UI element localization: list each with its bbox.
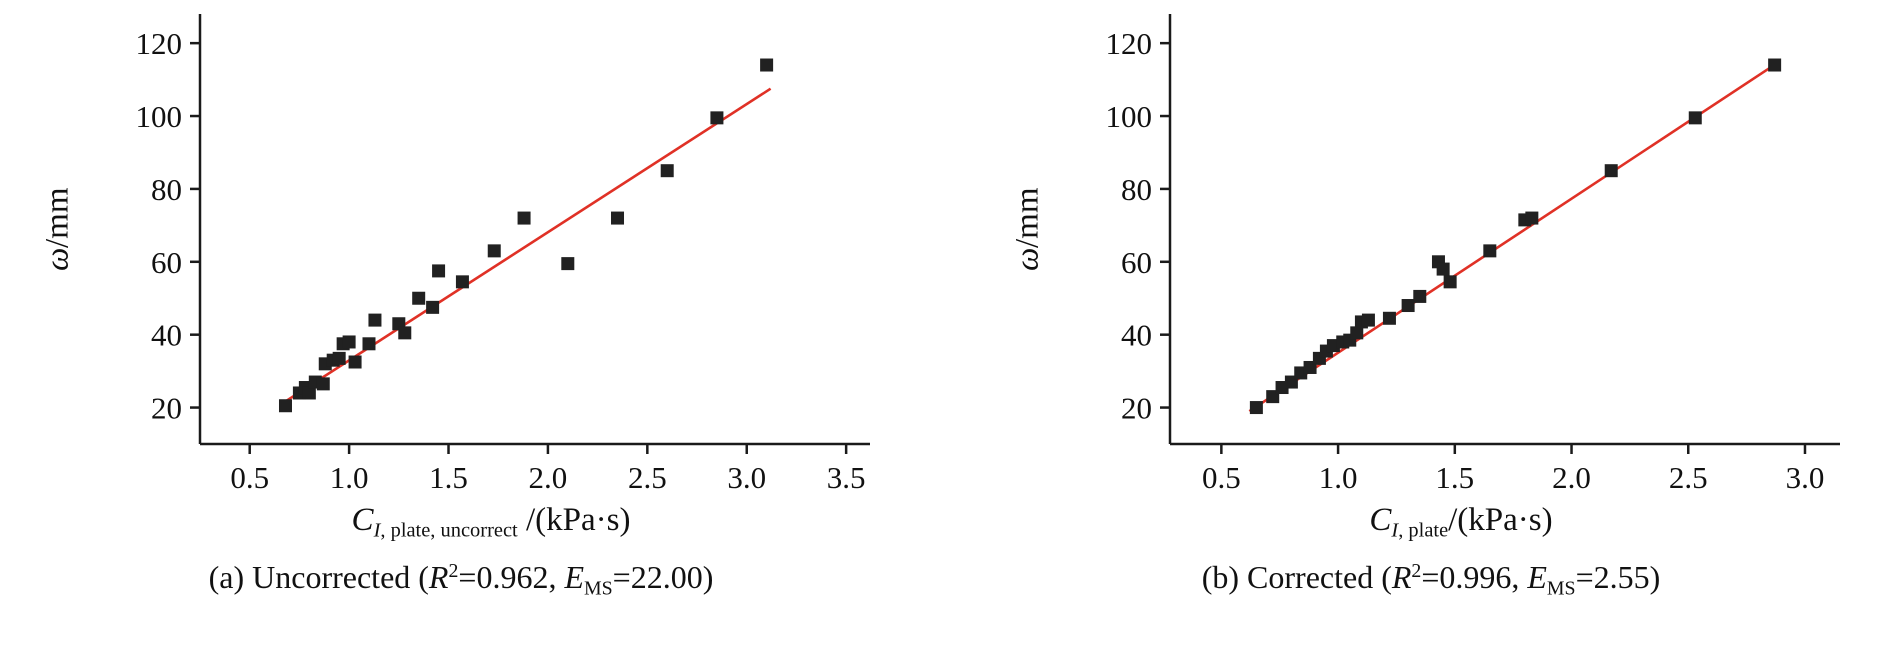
text-segment: /(kPa·s) (1448, 502, 1553, 538)
text-segment: C (351, 502, 374, 538)
text-segment: R (1391, 558, 1412, 595)
text-segment: C (1369, 502, 1392, 538)
data-point (302, 386, 316, 400)
chart-corrected: ω/mm 0.5 1.0 1.5 2.0 2.5 3.0 20 40 60 80 100 120 CI… (1006, 2, 1880, 600)
x-axis-label: CI, plate, uncorrect /(kPa·s) (156, 502, 826, 543)
y-tick-label: 20 (1121, 391, 1152, 426)
y-tick-label: 120 (1106, 26, 1153, 61)
data-point (362, 337, 376, 351)
data-point (278, 399, 292, 413)
data-point (760, 58, 774, 72)
data-point (398, 326, 412, 340)
data-point (1483, 244, 1497, 258)
subfigure-caption-b: (b) Corrected (R2=0.996, EMS=2.55) (1066, 559, 1796, 600)
text-segment: R (428, 558, 449, 595)
y-tick-label: 20 (151, 391, 182, 426)
text-segment: MS (1546, 576, 1576, 599)
x-tick-label: 1.5 (1435, 460, 1474, 495)
y-tick-label: 100 (1106, 99, 1153, 134)
plot-row-a: ω/mm 0.5 1.0 1.5 2.0 2.5 3.0 3.5 20 40 60 80 100 120 (36, 2, 910, 502)
x-tick-label: 1.0 (330, 460, 369, 495)
data-point (561, 257, 575, 271)
y-axis-label: ω/mm (1006, 14, 1050, 444)
y-axis-label: ω/mm (36, 14, 80, 444)
text-segment: (a) Uncorrected ( (208, 558, 429, 595)
data-point (348, 355, 362, 369)
data-point (1436, 262, 1450, 276)
x-tick-label: 2.0 (529, 460, 568, 495)
x-tick-label: 2.5 (1669, 460, 1708, 495)
chart-uncorrected: ω/mm 0.5 1.0 1.5 2.0 2.5 3.0 3.5 20 40 60 80 100 120… (36, 2, 910, 600)
text-segment: /(kPa·s) (517, 502, 631, 538)
data-point (1413, 289, 1427, 303)
x-tick-label: 0.5 (230, 460, 269, 495)
subfigure-caption-a: (a) Uncorrected (R2=0.962, EMS=22.00) (96, 559, 826, 600)
data-point (660, 164, 674, 178)
data-point (1249, 401, 1263, 415)
text-segment: , plate, uncorrect (380, 519, 518, 542)
y-tick-label: 60 (151, 245, 182, 280)
data-point (368, 313, 382, 327)
data-point (332, 351, 346, 365)
data-point (517, 211, 531, 225)
x-tick-label: 2.0 (1552, 460, 1591, 495)
fit-line (280, 87, 772, 406)
data-point (487, 244, 501, 258)
data-point (342, 335, 356, 349)
data-point (1688, 111, 1702, 125)
x-tick-label: 1.5 (429, 460, 468, 495)
y-tick-label: 40 (1121, 318, 1152, 353)
data-point (1361, 313, 1375, 327)
text-segment: =0.996, (1421, 558, 1528, 595)
x-tick-label: 3.0 (1786, 460, 1825, 495)
plot-row-b: ω/mm 0.5 1.0 1.5 2.0 2.5 3.0 20 40 60 80 100 120 (1006, 2, 1880, 502)
x-tick-label: 2.5 (628, 460, 667, 495)
x-tick-label: 3.0 (727, 460, 766, 495)
data-point (316, 377, 330, 391)
y-tick-label: 80 (151, 172, 182, 207)
text-segment: 2 (1411, 559, 1422, 582)
text-segment: 2 (448, 559, 459, 582)
data-point (1525, 211, 1539, 225)
x-tick-label: 0.5 (1202, 460, 1241, 495)
data-point (1350, 326, 1364, 340)
text-segment: =22.00) (612, 558, 714, 595)
data-point (710, 111, 724, 125)
x-tick-label: 3.5 (827, 460, 866, 495)
text-segment: /mm (39, 187, 76, 248)
data-point (1382, 311, 1396, 325)
y-tick-label: 100 (136, 99, 183, 134)
data-point (1401, 299, 1415, 313)
scatter-plot-uncorrected: 0.5 1.0 1.5 2.0 2.5 3.0 3.5 20 40 60 80 100 120 (136, 14, 870, 495)
scatter-plot-corrected: 0.5 1.0 1.5 2.0 2.5 3.0 20 40 60 80 100 120 (1106, 14, 1840, 495)
text-segment: , plate (1398, 519, 1449, 542)
y-tick-label: 60 (1121, 245, 1152, 280)
y-tick-label: 120 (136, 26, 183, 61)
data-point (432, 264, 446, 278)
text-segment: (b) Corrected ( (1201, 558, 1392, 595)
text-segment: MS (583, 576, 613, 599)
text-segment: ω (39, 247, 76, 271)
text-segment: E (1527, 558, 1547, 595)
data-point (426, 300, 440, 314)
text-segment: /mm (1009, 187, 1046, 248)
data-point (455, 275, 469, 289)
data-point (611, 211, 625, 225)
data-point (1443, 275, 1457, 289)
y-tick-label: 40 (151, 318, 182, 353)
figure: ω/mm 0.5 1.0 1.5 2.0 2.5 3.0 3.5 20 40 60 80 100 120… (36, 2, 1880, 600)
y-tick-label: 80 (1121, 172, 1152, 207)
text-segment: E (564, 558, 584, 595)
text-segment: ω (1009, 247, 1046, 271)
data-point (412, 291, 426, 305)
text-segment: I (1391, 519, 1399, 542)
x-tick-label: 1.0 (1319, 460, 1358, 495)
text-segment: =0.962, (458, 558, 565, 595)
text-segment: =2.55) (1575, 558, 1661, 595)
data-point (1604, 164, 1618, 178)
x-axis-label: CI, plate/(kPa·s) (1126, 502, 1796, 543)
data-point (1768, 58, 1782, 72)
text-segment: I (373, 519, 381, 542)
